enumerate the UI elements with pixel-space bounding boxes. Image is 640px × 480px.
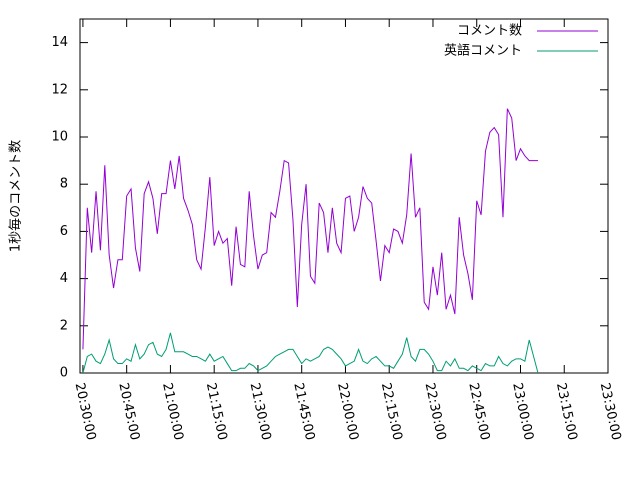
y-tick-label: 8 (60, 177, 68, 192)
y-tick-label: 10 (51, 130, 68, 145)
x-tick-label: 22:30:00 (422, 381, 449, 441)
x-tick-label: 20:45:00 (115, 381, 142, 441)
x-tick-label: 22:15:00 (378, 381, 405, 441)
y-tick-label: 12 (51, 82, 68, 97)
y-tick-label: 4 (60, 271, 68, 286)
y-axis-label: 1秒毎のコメント数 (8, 140, 24, 252)
x-tick-label: 22:45:00 (465, 381, 492, 441)
plot-frame (79, 18, 609, 374)
x-tick-label: 23:15:00 (553, 381, 580, 441)
series-line (82, 108, 538, 350)
x-tick-label: 22:00:00 (334, 381, 361, 441)
legend-label: 英語コメント (444, 43, 522, 59)
x-tick-label: 21:30:00 (247, 381, 274, 441)
x-tick-label: 21:00:00 (159, 381, 186, 441)
y-tick-label: 0 (60, 366, 68, 381)
series-line (82, 332, 539, 374)
x-tick-label: 23:30:00 (597, 381, 624, 441)
x-tick-label: 20:30:00 (72, 381, 99, 441)
y-tick-label: 2 (60, 318, 68, 333)
x-tick-label: 21:15:00 (203, 381, 230, 441)
y-tick-label: 6 (60, 224, 68, 239)
x-tick-label: 23:00:00 (509, 381, 536, 441)
legend-label: コメント数 (457, 24, 522, 39)
x-tick-label: 21:45:00 (290, 381, 317, 441)
y-tick-label: 14 (51, 35, 68, 50)
